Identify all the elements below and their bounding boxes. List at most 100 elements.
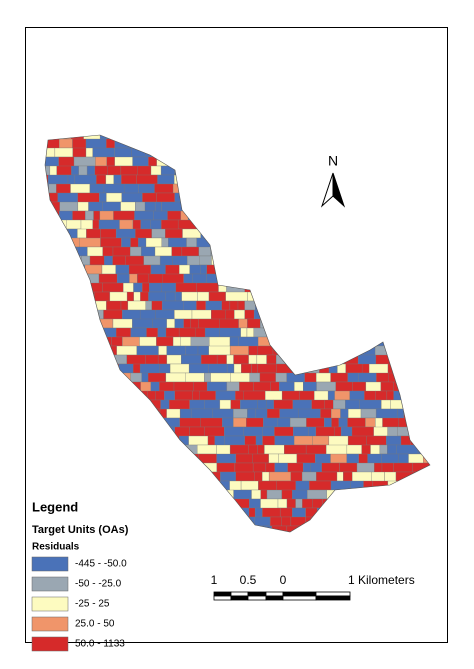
- output-area: [189, 525, 210, 532]
- output-area: [206, 273, 221, 284]
- output-area: [346, 345, 358, 356]
- output-area: [45, 264, 49, 275]
- output-area: [248, 525, 257, 532]
- output-area: [121, 237, 131, 248]
- output-area: [368, 183, 375, 203]
- output-area: [351, 138, 360, 149]
- output-area: [155, 309, 175, 320]
- output-area: [127, 381, 141, 392]
- output-area: [98, 471, 107, 482]
- output-area: [216, 489, 225, 509]
- output-area: [406, 381, 414, 392]
- output-area: [247, 228, 269, 239]
- output-area: [392, 255, 410, 266]
- output-area: [271, 525, 288, 532]
- output-area: [197, 291, 210, 302]
- output-area: [238, 138, 247, 149]
- output-area: [334, 246, 345, 266]
- output-area: [71, 345, 93, 365]
- output-area: [434, 274, 454, 283]
- output-area: [367, 525, 389, 532]
- output-area: [365, 318, 385, 329]
- output-area: [98, 480, 114, 491]
- output-area: [45, 156, 59, 167]
- output-area: [204, 372, 211, 383]
- output-area: [420, 183, 430, 203]
- output-area: [96, 174, 107, 185]
- output-area: [199, 255, 212, 266]
- output-area: [55, 489, 65, 500]
- output-area: [388, 525, 405, 532]
- output-area: [417, 444, 430, 455]
- output-area: [331, 327, 347, 338]
- output-area: [212, 408, 234, 419]
- output-area: [359, 174, 378, 185]
- output-area: [111, 372, 122, 383]
- output-area: [330, 138, 352, 149]
- output-area: [89, 372, 99, 392]
- output-area: [206, 210, 228, 230]
- output-area: [385, 309, 405, 320]
- output-area: [79, 390, 89, 410]
- output-area: [409, 255, 417, 275]
- output-area: [69, 336, 79, 347]
- output-area: [45, 453, 54, 464]
- output-area: [148, 291, 167, 302]
- output-area: [287, 535, 307, 544]
- output-area: [430, 193, 452, 211]
- output-area: [216, 453, 237, 464]
- output-area: [191, 309, 212, 320]
- output-area: [127, 525, 144, 532]
- output-area: [136, 462, 148, 473]
- output-area: [349, 489, 370, 500]
- output-area: [313, 345, 328, 356]
- output-area: [56, 165, 72, 176]
- output-area: [95, 535, 114, 544]
- scale-segment: [315, 591, 351, 597]
- output-area: [45, 399, 48, 410]
- output-area: [348, 408, 362, 419]
- output-area: [387, 480, 409, 500]
- output-area: [200, 417, 223, 428]
- output-area: [227, 246, 236, 257]
- output-area: [381, 453, 399, 464]
- output-area: [101, 453, 111, 464]
- output-area: [200, 264, 207, 275]
- output-area: [310, 255, 324, 266]
- output-area: [319, 156, 328, 167]
- output-area: [111, 336, 123, 347]
- output-area: [224, 156, 237, 167]
- output-area: [132, 156, 149, 167]
- output-area: [130, 426, 149, 437]
- output-area: [60, 453, 74, 464]
- output-area: [325, 210, 339, 221]
- output-area: [400, 507, 422, 518]
- output-area: [434, 463, 443, 472]
- legend-label: -445 - -50.0: [75, 559, 127, 570]
- output-area: [238, 201, 256, 221]
- output-area: [366, 246, 376, 257]
- output-area: [80, 327, 99, 338]
- output-area: [201, 135, 221, 140]
- output-area: [45, 237, 62, 248]
- output-area: [393, 336, 413, 347]
- output-area: [166, 408, 181, 419]
- output-area: [386, 138, 400, 149]
- output-area: [323, 516, 336, 527]
- output-area: [431, 301, 437, 310]
- output-area: [304, 228, 324, 239]
- output-area: [385, 300, 404, 311]
- output-area: [214, 183, 233, 194]
- output-area: [348, 219, 367, 230]
- output-area: [379, 444, 388, 455]
- output-area: [317, 507, 332, 527]
- output-area: [357, 345, 376, 356]
- output-area: [412, 390, 421, 401]
- output-area: [440, 139, 453, 157]
- output-area: [210, 246, 228, 257]
- output-area: [367, 273, 390, 293]
- output-area: [45, 309, 60, 329]
- output-area: [370, 192, 388, 212]
- output-area: [420, 246, 430, 257]
- output-area: [439, 490, 447, 508]
